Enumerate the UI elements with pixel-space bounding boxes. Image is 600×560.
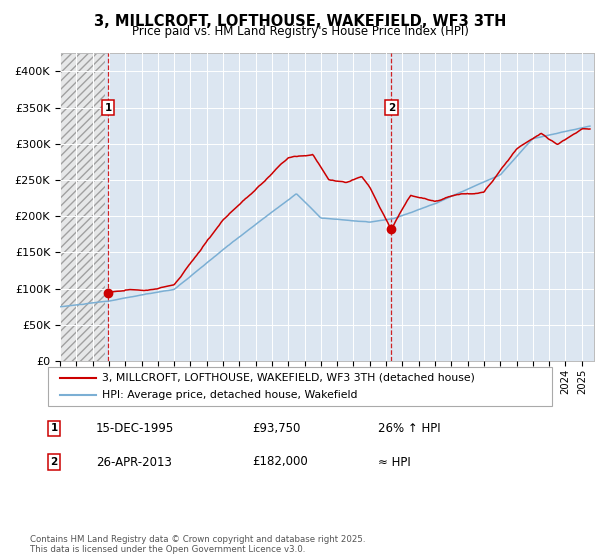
Text: 2: 2 bbox=[388, 102, 395, 113]
Text: HPI: Average price, detached house, Wakefield: HPI: Average price, detached house, Wake… bbox=[102, 390, 358, 400]
Text: 3, MILLCROFT, LOFTHOUSE, WAKEFIELD, WF3 3TH: 3, MILLCROFT, LOFTHOUSE, WAKEFIELD, WF3 … bbox=[94, 14, 506, 29]
Text: £93,750: £93,750 bbox=[252, 422, 301, 435]
Text: Price paid vs. HM Land Registry's House Price Index (HPI): Price paid vs. HM Land Registry's House … bbox=[131, 25, 469, 38]
Bar bbox=[60, 50, 105, 361]
Text: 1: 1 bbox=[50, 423, 58, 433]
Text: 15-DEC-1995: 15-DEC-1995 bbox=[96, 422, 174, 435]
Text: 3, MILLCROFT, LOFTHOUSE, WAKEFIELD, WF3 3TH (detached house): 3, MILLCROFT, LOFTHOUSE, WAKEFIELD, WF3 … bbox=[102, 373, 475, 383]
Text: Contains HM Land Registry data © Crown copyright and database right 2025.
This d: Contains HM Land Registry data © Crown c… bbox=[30, 535, 365, 554]
Text: £182,000: £182,000 bbox=[252, 455, 308, 469]
Text: 1: 1 bbox=[104, 102, 112, 113]
Text: 26-APR-2013: 26-APR-2013 bbox=[96, 455, 172, 469]
Text: ≈ HPI: ≈ HPI bbox=[378, 455, 411, 469]
Text: 26% ↑ HPI: 26% ↑ HPI bbox=[378, 422, 440, 435]
Text: 2: 2 bbox=[50, 457, 58, 467]
